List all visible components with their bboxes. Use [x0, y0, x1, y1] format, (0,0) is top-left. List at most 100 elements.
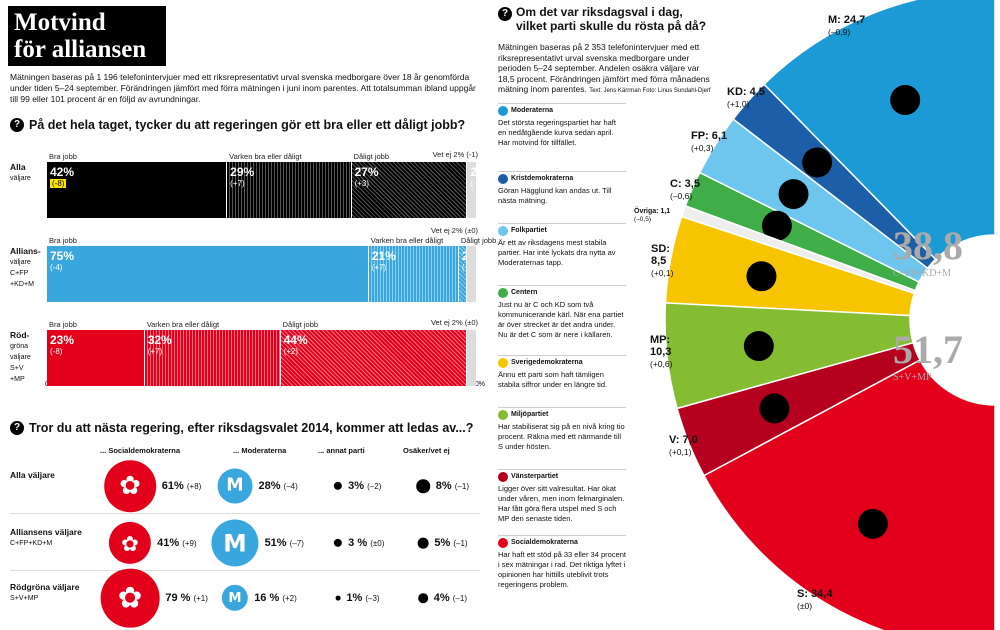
- note-header: Centern: [498, 285, 626, 298]
- pie-slice-m: [762, 0, 996, 261]
- pie-slice-c: [684, 171, 920, 292]
- segment-value: 29%: [230, 165, 255, 179]
- segment-value: 75%: [50, 249, 75, 263]
- block-total: 38,8: [893, 223, 963, 268]
- pie-slice-sd: [664, 215, 916, 317]
- segment-value: 42%: [50, 165, 75, 179]
- row-value: 3% (–2): [348, 480, 381, 492]
- value-change: (+1): [193, 594, 208, 603]
- value-change: (+9): [182, 539, 197, 548]
- row-label-sub: S+V+MP: [10, 594, 39, 602]
- group-label-main: Alla: [10, 162, 26, 172]
- dot-icon: [333, 481, 343, 491]
- party-logo-icon: [759, 393, 790, 424]
- party-note: Sverigedemokraterna Ännu ett parti som ha…: [498, 355, 626, 390]
- segment-label: Varken bra eller dåligt: [229, 152, 302, 161]
- bar-segment: 2%(-3): [458, 246, 479, 302]
- value-change: (–2): [367, 482, 382, 491]
- segment-label: Vet ej 2% (±0): [430, 318, 478, 327]
- row-value: 61% (+8): [162, 480, 202, 492]
- slice-label: SD: 8,5 (+0,1): [651, 243, 673, 279]
- slice-value-line2: 8,5: [651, 255, 667, 267]
- table-row: Alla väljare ✿ 61% (+8) M 28% (–4) 3% (–2) 8% …: [10, 458, 480, 514]
- row-label-sub: C+FP+KD+M: [10, 539, 53, 547]
- value-text: 51%: [264, 537, 287, 549]
- party-dot-icon: [498, 538, 508, 548]
- bar-segment: [467, 330, 476, 386]
- bar-segment: 21% (+7): [368, 246, 459, 302]
- segment-label: Dåligt jobb: [282, 320, 319, 329]
- note-party: Kristdemokraterna: [511, 175, 574, 182]
- question-1: ? På det hela taget, tycker du att reger…: [10, 118, 465, 132]
- pie-slice-övriga: [680, 204, 917, 295]
- party-poll-intro: Mätningen baseras på 2 353 telefoninterv…: [498, 42, 711, 94]
- slice-name-value: V: 7,0: [669, 434, 698, 446]
- note-header: Folkpartiet: [498, 223, 626, 236]
- row-label: Alliansens väljare C+FP+KD+M: [10, 527, 82, 549]
- party-dot-icon: [498, 174, 508, 184]
- value-change: (±0): [370, 539, 385, 548]
- note-text: Just nu är C och KD som två kommuniceran…: [498, 300, 624, 339]
- block-total: 51,7: [893, 327, 963, 372]
- note-party: Sverigedemokraterna: [511, 359, 583, 366]
- note-text: Är ett av riksdagens mest stabila partie…: [498, 238, 616, 267]
- value-change: (–7): [289, 539, 304, 548]
- slice-change: (+0,3): [691, 143, 714, 153]
- slice-change: (±0): [797, 601, 813, 611]
- row-label-main: Alliansens väljare: [10, 527, 82, 537]
- party-dot-icon: [498, 472, 508, 482]
- slice-name-value: M: 24,7: [828, 14, 866, 26]
- rose-icon: ✿: [100, 568, 160, 628]
- value-text: 4%: [433, 592, 450, 604]
- row-value: 41% (+9): [157, 537, 197, 549]
- value-change: (–1): [453, 539, 468, 548]
- party-logo-icon: [857, 508, 888, 539]
- slice-label: MP: 10,3 (+0,6): [650, 334, 672, 370]
- question-3: ? Om det var riksdagsval i dag, vilket p…: [498, 5, 708, 33]
- credit: Text: Jens Kärrman Foto: Linus Sundahl-D…: [589, 88, 711, 94]
- bar-segment: 2% (-1): [467, 162, 488, 218]
- row-value: 79 % (+1): [165, 592, 208, 604]
- party-dot-icon: [498, 226, 508, 236]
- satisfaction-chart: 0102030405060708090100% Allaväljare42%(-…: [10, 138, 496, 398]
- stacked-bar: 42% (-8) 29% (+7) 27% (+3) 2% (-1): [47, 162, 488, 218]
- slice-name-value: FP: 6,1: [691, 130, 728, 142]
- stacked-bar: 75%(-4)21%(+7)2%(-3): [47, 246, 479, 302]
- slice-name-value: SD:: [651, 243, 670, 255]
- group-2: Röd-gröna väljare S+V +MP 23% (-8) 32% (+7) 4…: [10, 314, 480, 390]
- slice-change: (+0,1): [669, 447, 692, 457]
- slice-change: (–0,9): [828, 27, 851, 37]
- axis-tick: 100%: [467, 381, 485, 388]
- block-label: C+FP+KD+M: [893, 268, 952, 279]
- segment-change: (+7): [230, 179, 245, 188]
- party-logo-icon: [890, 85, 921, 116]
- pie-slice-kd: [732, 83, 937, 270]
- dot-icon: [333, 538, 343, 548]
- row-label-main: Rödgröna väljare: [10, 582, 80, 592]
- note-text: Har haft ett stöd på 33 eller 34 procent…: [498, 550, 626, 589]
- segment-change: (+7): [147, 347, 163, 356]
- party-dot-icon: [498, 288, 508, 298]
- row-label: Rödgröna väljare S+V+MP: [10, 582, 79, 604]
- group-label: Alla väljare: [10, 162, 50, 184]
- segment-value: 2%: [470, 165, 488, 179]
- group-label: Röd-gröna väljare S+V +MP: [10, 330, 50, 385]
- party-note: Vänsterpartiet Ligger över sitt valresult…: [498, 469, 626, 524]
- row-value: 8% (–1): [436, 480, 469, 492]
- segment-label: Bra jobb: [49, 320, 77, 329]
- pie-slice-mp: [664, 302, 915, 410]
- party-dot-icon: [498, 106, 508, 116]
- value-change: (–1): [454, 482, 469, 491]
- value-change: (+8): [186, 482, 202, 491]
- party-note: Moderaterna Det största regeringspartiet …: [498, 103, 626, 148]
- value-change: (–1): [452, 594, 467, 603]
- note-party: Folkpartiet: [511, 227, 547, 234]
- m-icon: M: [221, 584, 249, 612]
- row-value: 5% (–1): [434, 537, 467, 549]
- party-dot-icon: [498, 358, 508, 368]
- note-text: Har stabiliserat sig på en nivå kring ti…: [498, 422, 625, 451]
- slice-change: (+0,1): [651, 268, 674, 278]
- party-note: Centern Just nu är C och KD som två kommu…: [498, 285, 626, 340]
- pie-slice-s: [702, 359, 996, 630]
- value-text: 5%: [434, 537, 451, 549]
